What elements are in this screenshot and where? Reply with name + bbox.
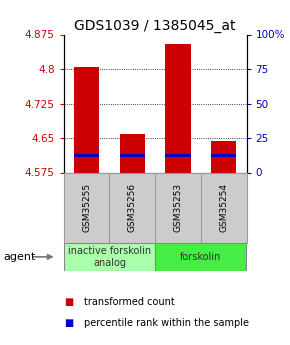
Text: percentile rank within the sample: percentile rank within the sample xyxy=(84,318,249,327)
Bar xyxy=(64,243,155,271)
Bar xyxy=(211,154,236,157)
Bar xyxy=(74,154,99,157)
Text: GSM35256: GSM35256 xyxy=(128,183,137,233)
Text: GSM35253: GSM35253 xyxy=(173,183,182,233)
Bar xyxy=(120,154,145,157)
Text: ■: ■ xyxy=(64,297,73,307)
Bar xyxy=(155,243,246,271)
Bar xyxy=(74,67,99,172)
Text: forskolin: forskolin xyxy=(180,252,222,262)
Bar xyxy=(120,134,145,172)
Text: inactive forskolin
analog: inactive forskolin analog xyxy=(68,246,151,268)
Bar xyxy=(165,44,191,172)
Title: GDS1039 / 1385045_at: GDS1039 / 1385045_at xyxy=(75,19,236,33)
Text: ■: ■ xyxy=(64,318,73,327)
Text: GSM35255: GSM35255 xyxy=(82,183,91,233)
Text: transformed count: transformed count xyxy=(84,297,175,307)
Text: GSM35254: GSM35254 xyxy=(219,183,228,233)
Bar xyxy=(165,154,191,157)
Bar xyxy=(211,141,236,172)
Text: agent: agent xyxy=(3,252,35,262)
